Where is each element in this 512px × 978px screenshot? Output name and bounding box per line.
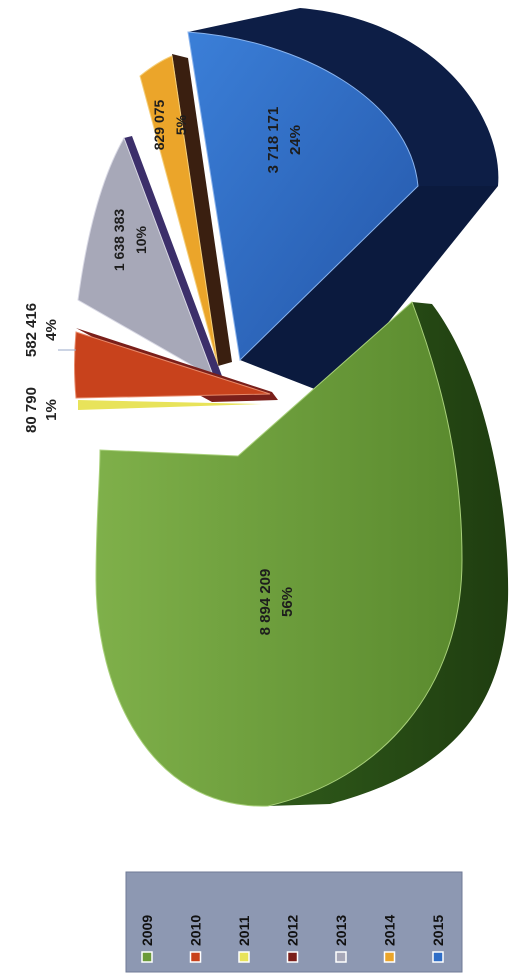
pie-slice-2009 — [95, 301, 463, 807]
pie-slice-2015-side-lower — [240, 186, 498, 395]
data-label-2013: 1 638 383 10% — [111, 209, 149, 271]
data-label-2014: 829 075 5% — [151, 99, 189, 150]
legend-label-2010: 2010 — [188, 915, 204, 946]
legend-swatch-2011 — [238, 951, 250, 963]
pie-slice-2010 — [74, 331, 271, 399]
legend-item-2010: 2010 — [188, 915, 204, 963]
pie-slice-2011 — [78, 400, 262, 410]
legend-swatch-2012 — [286, 951, 299, 963]
data-label-2013-value: 1 638 383 — [111, 209, 127, 271]
data-label-2010-value: 582 416 — [23, 303, 40, 357]
legend-item-2009: 2009 — [139, 915, 155, 963]
data-label-2009-percent: 56% — [279, 587, 296, 617]
pie-slice-2015 — [187, 31, 419, 362]
data-label-2009-value: 8 894 209 — [257, 569, 274, 636]
pie-slice-2013 — [77, 136, 215, 380]
legend-swatch-2010 — [189, 951, 202, 963]
legend-label-2012: 2012 — [285, 915, 301, 946]
data-label-2011-percent: 1% — [43, 399, 60, 421]
pie-slice-2013-side — [124, 136, 222, 380]
pie-slice-2014 — [139, 55, 219, 367]
data-label-2015-value: 3 718 171 — [265, 107, 282, 174]
data-label-2014-value: 829 075 — [151, 99, 167, 150]
data-label-2011: 80 790 1% — [23, 387, 60, 433]
data-label-2011-value: 80 790 — [23, 387, 40, 433]
legend-item-2015: 2015 — [430, 915, 446, 963]
data-label-2009: 8 894 209 56% — [257, 569, 296, 636]
legend-swatch-2009 — [141, 951, 153, 963]
data-label-2010: 582 416 4% — [23, 303, 60, 357]
legend-label-2013: 2013 — [333, 915, 349, 946]
legend-label-2015: 2015 — [430, 915, 446, 946]
legend: 2009 2010 2011 2012 2013 2014 2015 — [125, 871, 463, 973]
data-label-2014-percent: 5% — [173, 114, 189, 135]
data-label-2015-percent: 24% — [287, 125, 304, 155]
data-label-2015: 3 718 171 24% — [265, 107, 304, 174]
legend-swatch-2014 — [383, 951, 396, 963]
data-label-2010-percent: 4% — [43, 319, 60, 341]
legend-label-2009: 2009 — [139, 915, 155, 946]
pie-slice-2014-side — [172, 54, 232, 366]
data-label-2013-percent: 10% — [133, 225, 149, 254]
legend-label-2011: 2011 — [236, 915, 252, 946]
pie-slice-2015-side — [188, 8, 499, 186]
legend-item-2011: 2011 — [236, 915, 252, 963]
legend-item-2012: 2012 — [285, 915, 301, 963]
legend-swatch-2013 — [335, 951, 347, 963]
legend-item-2014: 2014 — [382, 915, 398, 963]
legend-item-2013: 2013 — [333, 915, 349, 963]
legend-swatch-2015 — [432, 951, 444, 963]
legend-label-2014: 2014 — [382, 915, 398, 946]
